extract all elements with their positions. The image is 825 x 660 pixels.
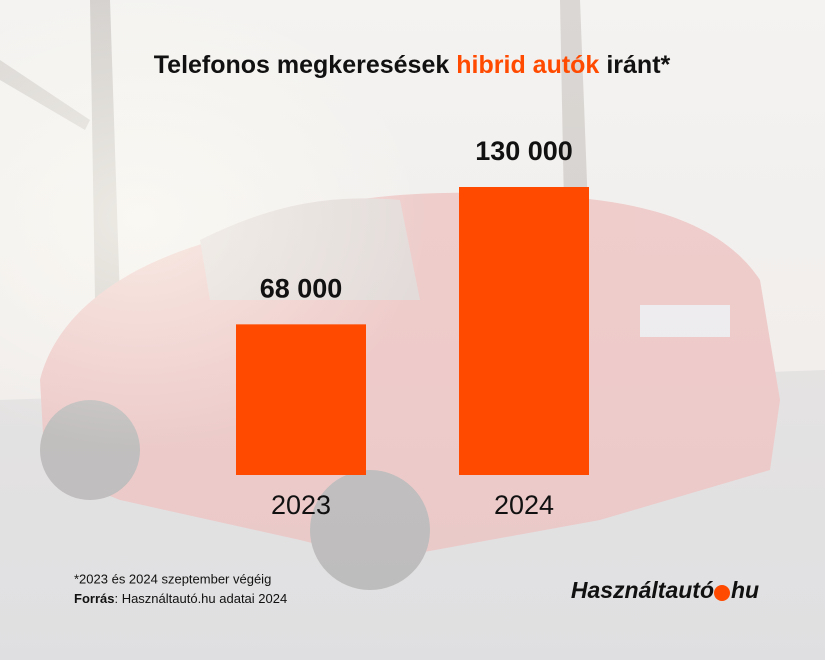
title-segment: hibrid autók — [456, 51, 599, 79]
logo-tld: hu — [731, 577, 759, 603]
x-tick-label: 2024 — [494, 490, 554, 520]
value-label: 130 000 — [475, 136, 573, 166]
chart-title: Telefonos megkeresések hibrid autók iránt* — [154, 51, 671, 79]
title-segment: iránt* — [606, 51, 670, 79]
bar — [459, 187, 589, 475]
source-text: : Használtautó.hu adatai 2024 — [114, 591, 287, 606]
value-label: 68 000 — [260, 273, 343, 303]
logo: Használtautó hu — [571, 577, 759, 603]
source: Forrás: Használtautó.hu adatai 2024 — [74, 591, 287, 606]
logo-dot — [714, 585, 730, 601]
source-label: Forrás — [74, 591, 114, 606]
footnote: *2023 és 2024 szeptember végéig — [74, 571, 271, 586]
title-segment: Telefonos megkeresések — [154, 51, 450, 79]
bar — [236, 324, 366, 475]
x-tick-label: 2023 — [271, 490, 331, 520]
logo-name: Használtautó — [571, 577, 714, 603]
